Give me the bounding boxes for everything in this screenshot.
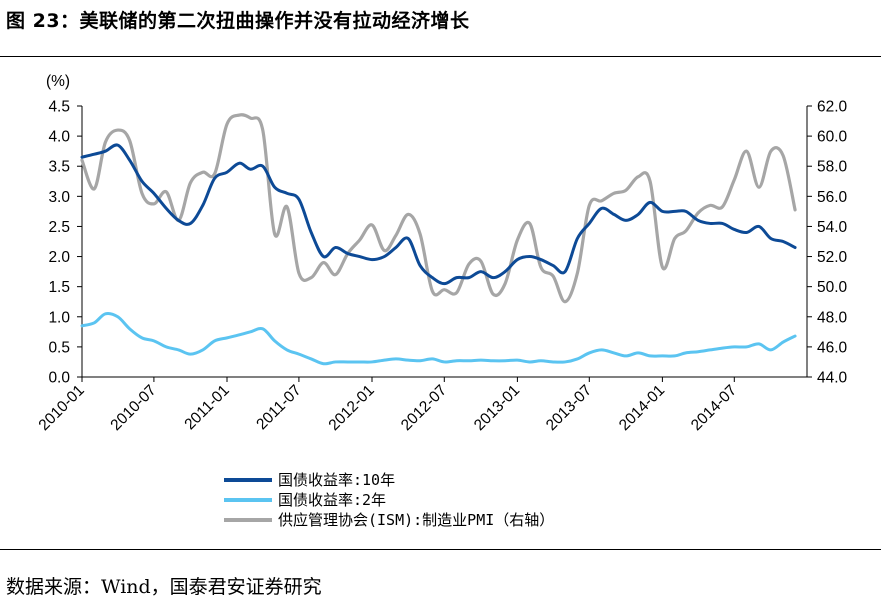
y-left-tick-label: 2.0 xyxy=(48,249,70,266)
y-right-tick-label: 50.0 xyxy=(817,279,848,296)
y-left-tick-label: 0.5 xyxy=(48,339,70,356)
x-tick-label: 2013-07 xyxy=(543,382,595,434)
y-left-tick-label: 2.5 xyxy=(48,219,70,236)
series-line-2 xyxy=(80,311,797,366)
y-left-tick-label: 1.5 xyxy=(48,279,70,296)
y-left-tick-label: 1.0 xyxy=(48,309,70,326)
x-tick-label: 2014-07 xyxy=(688,382,740,434)
series-line-3 xyxy=(80,113,797,304)
y-right-tick-label: 56.0 xyxy=(817,189,848,206)
y-right-tick-label: 58.0 xyxy=(817,159,848,176)
chart-axes: (%) 0.0 0.5 1.0 1.5 2.0 2.5 3.0 3.5 4.0 4.5 44.0 46.… xyxy=(36,73,848,434)
y-right-tick-label: 54.0 xyxy=(817,219,848,236)
legend-label-3: 供应管理协会(ISM):制造业PMI（右轴） xyxy=(278,511,554,529)
legend-label-2: 国债收益率:2年 xyxy=(278,491,386,509)
series-line-1 xyxy=(80,143,797,286)
x-tick-label: 2011-01 xyxy=(181,382,232,433)
chart-title: 图 23：美联储的第二次扭曲操作并没有拉动经济增长 xyxy=(6,10,470,32)
y-right-tick-label: 60.0 xyxy=(817,129,848,146)
y-right-tick-label: 62.0 xyxy=(817,99,848,116)
y-left-tick-label: 0.0 xyxy=(48,370,70,387)
y-left-tick-label: 4.0 xyxy=(48,129,70,146)
chart-area: (%) 0.0 0.5 1.0 1.5 2.0 2.5 3.0 3.5 4.0 4.5 44.0 46.… xyxy=(36,73,848,529)
source-note: 数据来源：Wind，国泰君安证券研究 xyxy=(6,576,322,598)
y-right-tick-label: 44.0 xyxy=(817,370,848,387)
y-left-tick-label: 4.5 xyxy=(48,99,70,116)
title-divider xyxy=(0,56,881,57)
y-right-tick-label: 46.0 xyxy=(817,339,848,356)
y-axis-left-unit: (%) xyxy=(46,73,70,90)
x-tick-label: 2011-07 xyxy=(253,382,304,433)
x-tick-label: 2012-07 xyxy=(398,382,450,434)
x-tick-label: 2010-07 xyxy=(107,382,159,434)
y-left-tick-label: 3.0 xyxy=(48,189,70,206)
x-tick-label: 2010-01 xyxy=(36,382,88,434)
y-right-tick-label: 52.0 xyxy=(817,249,848,266)
x-tick-label: 2014-01 xyxy=(616,382,668,434)
y-left-tick-label: 3.5 xyxy=(48,159,70,176)
x-tick-label: 2012-01 xyxy=(326,382,378,434)
y-right-tick-label: 48.0 xyxy=(817,309,848,326)
chart-series xyxy=(80,113,797,366)
legend-label-1: 国债收益率:10年 xyxy=(278,471,395,489)
source-divider xyxy=(0,549,881,550)
x-tick-label: 2013-01 xyxy=(471,382,523,434)
